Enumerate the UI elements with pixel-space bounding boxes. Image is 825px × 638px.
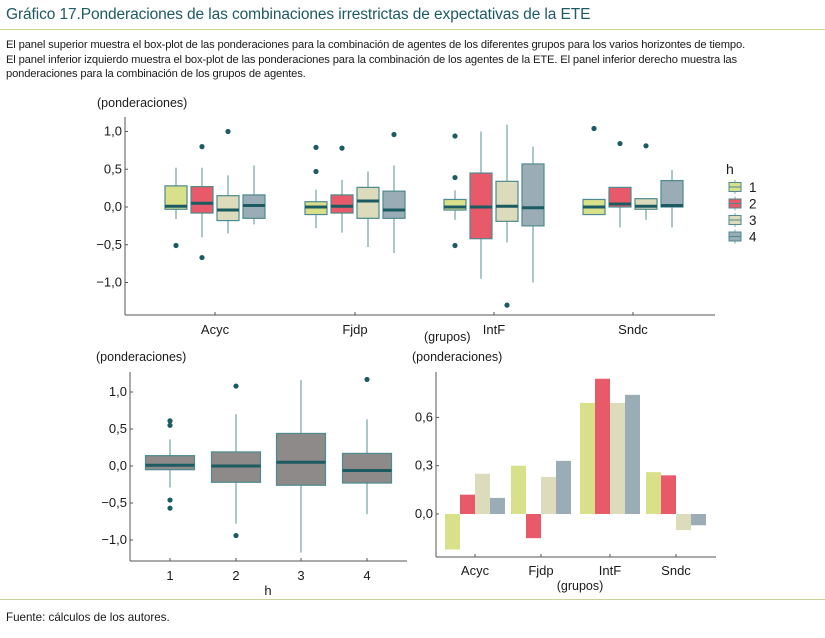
iqr-box	[216, 195, 240, 222]
outlier-point	[313, 168, 319, 175]
iqr-box	[341, 452, 393, 484]
bar	[691, 514, 706, 526]
y-axis-title: (ponderaciones)	[97, 96, 187, 110]
x-tick-label: Acyc	[461, 563, 490, 578]
bar	[460, 494, 475, 514]
bar	[610, 402, 625, 514]
outlier-point	[233, 383, 239, 389]
iqr-box	[382, 190, 406, 219]
outlier-point	[167, 497, 173, 503]
title-divider	[0, 29, 825, 30]
legend-label: 4	[749, 230, 757, 245]
outlier-point	[591, 125, 597, 132]
bar	[556, 460, 571, 514]
x-tick-label: 3	[297, 568, 304, 583]
outlier-point	[167, 418, 173, 424]
iqr-box	[495, 180, 519, 222]
iqr-box	[144, 455, 196, 471]
outlier-point	[173, 242, 179, 249]
outlier-point	[233, 532, 239, 539]
outlier-point	[313, 144, 319, 150]
description-line: ponderaciones para la combinación de los…	[6, 68, 306, 80]
x-tick-label: Fjdp	[342, 322, 367, 337]
bar	[676, 514, 691, 531]
x-tick-label: Sndc	[661, 563, 691, 578]
x-tick-label: Sndc	[618, 322, 648, 337]
outlier-point	[452, 174, 458, 181]
outlier-point	[504, 302, 510, 308]
bar	[646, 472, 661, 514]
description-line: El panel superior muestra el box-plot de…	[6, 39, 746, 51]
x-tick-label: Fjdp	[528, 563, 553, 578]
source-note: Fuente: cálculos de los autores.	[6, 611, 170, 624]
x-axis-title: (grupos)	[557, 579, 604, 593]
iqr-box	[521, 163, 545, 227]
legend-label: 2	[749, 197, 757, 212]
x-tick-label: IntF	[599, 563, 621, 578]
legend-label: 3	[749, 213, 757, 228]
iqr-box	[356, 186, 380, 219]
iqr-box	[608, 186, 632, 208]
y-tick-label: 0,6	[415, 409, 433, 424]
bar	[445, 514, 460, 550]
y-tick-label: 0,0	[109, 458, 127, 473]
y-tick-label: 0,0	[104, 199, 122, 214]
outlier-point	[617, 140, 623, 147]
bar	[541, 476, 556, 514]
outlier-point	[199, 254, 205, 261]
x-tick-label: 2	[232, 568, 239, 583]
outlier-point	[339, 145, 345, 151]
iqr-box	[190, 186, 214, 214]
iqr-box	[330, 194, 354, 214]
bar	[511, 465, 526, 514]
bar	[580, 402, 595, 514]
iqr-box	[443, 198, 467, 211]
y-tick-label: −1,0	[96, 275, 122, 290]
bar	[661, 475, 676, 514]
outlier-point	[452, 242, 458, 249]
x-tick-label: IntF	[483, 322, 505, 337]
x-tick-label: 4	[363, 568, 370, 583]
y-axis-title: (ponderaciones)	[412, 350, 502, 364]
outlier-point	[391, 131, 397, 138]
outlier-point	[225, 128, 231, 135]
y-tick-label: −0,5	[96, 237, 122, 252]
iqr-box	[634, 198, 658, 210]
y-tick-label: −1,0	[101, 532, 127, 547]
legend-title: h	[726, 161, 734, 177]
iqr-box	[164, 185, 188, 210]
figure-description: El panel superior muestra el box-plot de…	[6, 38, 821, 82]
bar	[625, 394, 640, 514]
bar	[595, 378, 610, 514]
y-tick-label: 0,5	[109, 421, 127, 436]
outlier-point	[643, 143, 649, 149]
outlier-point	[364, 376, 370, 383]
bar	[475, 473, 490, 514]
bar	[490, 497, 505, 514]
outlier-point	[167, 422, 173, 428]
x-axis-title: (grupos)	[424, 330, 471, 344]
y-tick-label: 0,0	[415, 506, 433, 521]
outlier-point	[199, 144, 205, 150]
y-tick-label: 0,3	[415, 458, 433, 473]
source-divider	[0, 599, 825, 600]
outlier-point	[452, 133, 458, 139]
bar	[526, 514, 541, 539]
outlier-point	[167, 505, 173, 511]
legend-label: 1	[749, 180, 757, 195]
iqr-box	[275, 432, 327, 486]
y-axis-title: (ponderaciones)	[96, 350, 186, 364]
y-tick-label: 1,0	[104, 124, 122, 139]
x-tick-label: Acyc	[201, 322, 230, 337]
y-tick-label: 1,0	[109, 384, 127, 399]
y-tick-label: 0,5	[104, 161, 122, 176]
x-axis-title: h	[264, 583, 271, 598]
iqr-box	[660, 179, 684, 208]
description-line: El panel inferior izquierdo muestra el b…	[6, 53, 737, 66]
figure-title: Gráfico 17.Ponderaciones de las combinac…	[6, 6, 591, 23]
x-tick-label: 1	[166, 568, 173, 583]
y-tick-label: −0,5	[101, 495, 127, 510]
